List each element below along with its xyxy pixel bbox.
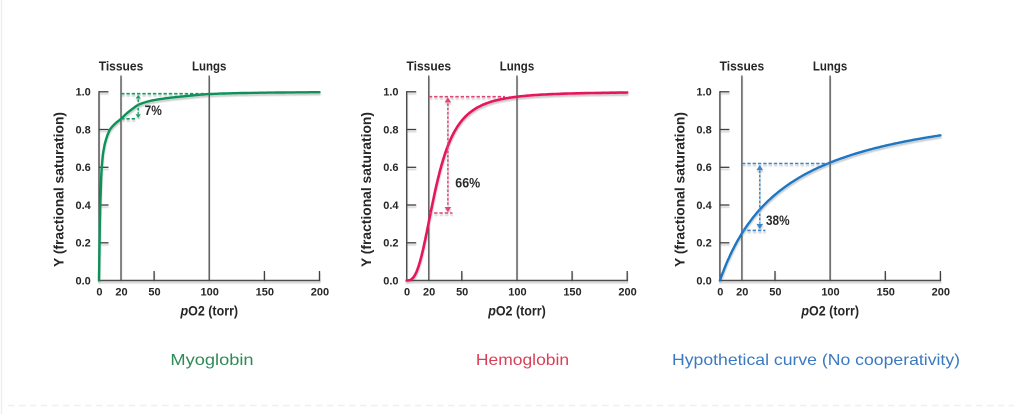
svg-text:Lungs: Lungs bbox=[813, 59, 847, 74]
svg-text:0: 0 bbox=[96, 287, 102, 299]
svg-text:0.2: 0.2 bbox=[76, 238, 91, 250]
svg-text:pO2 (torr): pO2 (torr) bbox=[180, 304, 239, 319]
svg-text:0: 0 bbox=[717, 287, 723, 299]
svg-text:50: 50 bbox=[769, 287, 781, 299]
svg-text:pO2 (torr): pO2 (torr) bbox=[487, 304, 546, 319]
svg-text:0.6: 0.6 bbox=[696, 162, 711, 174]
svg-text:20: 20 bbox=[423, 287, 435, 299]
svg-text:7%: 7% bbox=[145, 102, 163, 118]
svg-text:0.4: 0.4 bbox=[696, 200, 712, 212]
svg-text:150: 150 bbox=[563, 287, 581, 299]
svg-text:0.6: 0.6 bbox=[76, 162, 91, 174]
svg-text:Hemoglobin: Hemoglobin bbox=[476, 352, 569, 369]
svg-text:Hypothetical curve (No coopera: Hypothetical curve (No cooperativity) bbox=[672, 352, 960, 369]
svg-text:0.0: 0.0 bbox=[383, 275, 398, 287]
svg-text:150: 150 bbox=[256, 287, 274, 299]
svg-text:0.0: 0.0 bbox=[76, 275, 91, 287]
svg-text:0.0: 0.0 bbox=[696, 275, 711, 287]
svg-text:200: 200 bbox=[932, 287, 950, 299]
svg-text:Y (fractional saturation): Y (fractional saturation) bbox=[51, 112, 66, 267]
svg-text:50: 50 bbox=[148, 287, 160, 299]
svg-text:0.8: 0.8 bbox=[76, 124, 91, 136]
svg-text:Myoglobin: Myoglobin bbox=[170, 352, 253, 369]
svg-text:1.0: 1.0 bbox=[696, 87, 711, 99]
svg-text:200: 200 bbox=[618, 287, 636, 299]
svg-text:38%: 38% bbox=[766, 212, 790, 228]
svg-text:200: 200 bbox=[311, 287, 329, 299]
svg-text:Lungs: Lungs bbox=[192, 59, 226, 74]
svg-text:100: 100 bbox=[821, 287, 839, 299]
svg-text:Tissues: Tissues bbox=[720, 59, 765, 74]
svg-text:pO2 (torr): pO2 (torr) bbox=[800, 304, 859, 319]
svg-text:100: 100 bbox=[201, 287, 219, 299]
svg-text:20: 20 bbox=[736, 287, 748, 299]
svg-text:0.4: 0.4 bbox=[76, 200, 92, 212]
svg-text:0.4: 0.4 bbox=[383, 200, 399, 212]
svg-text:0.8: 0.8 bbox=[696, 124, 711, 136]
svg-text:Lungs: Lungs bbox=[500, 59, 534, 74]
svg-text:150: 150 bbox=[877, 287, 895, 299]
svg-text:Y (fractional saturation): Y (fractional saturation) bbox=[672, 112, 687, 267]
svg-text:0.2: 0.2 bbox=[696, 238, 711, 250]
svg-text:0: 0 bbox=[404, 287, 410, 299]
svg-text:0.8: 0.8 bbox=[383, 124, 398, 136]
svg-text:1.0: 1.0 bbox=[383, 87, 398, 99]
svg-text:Tissues: Tissues bbox=[407, 59, 452, 74]
svg-text:100: 100 bbox=[508, 287, 526, 299]
svg-text:Y (fractional saturation): Y (fractional saturation) bbox=[359, 112, 374, 267]
svg-text:50: 50 bbox=[456, 287, 468, 299]
svg-text:20: 20 bbox=[115, 287, 127, 299]
svg-text:1.0: 1.0 bbox=[76, 87, 91, 99]
svg-text:0.2: 0.2 bbox=[383, 238, 398, 250]
svg-text:Tissues: Tissues bbox=[99, 59, 144, 74]
svg-text:66%: 66% bbox=[455, 174, 480, 190]
svg-text:0.6: 0.6 bbox=[383, 162, 398, 174]
